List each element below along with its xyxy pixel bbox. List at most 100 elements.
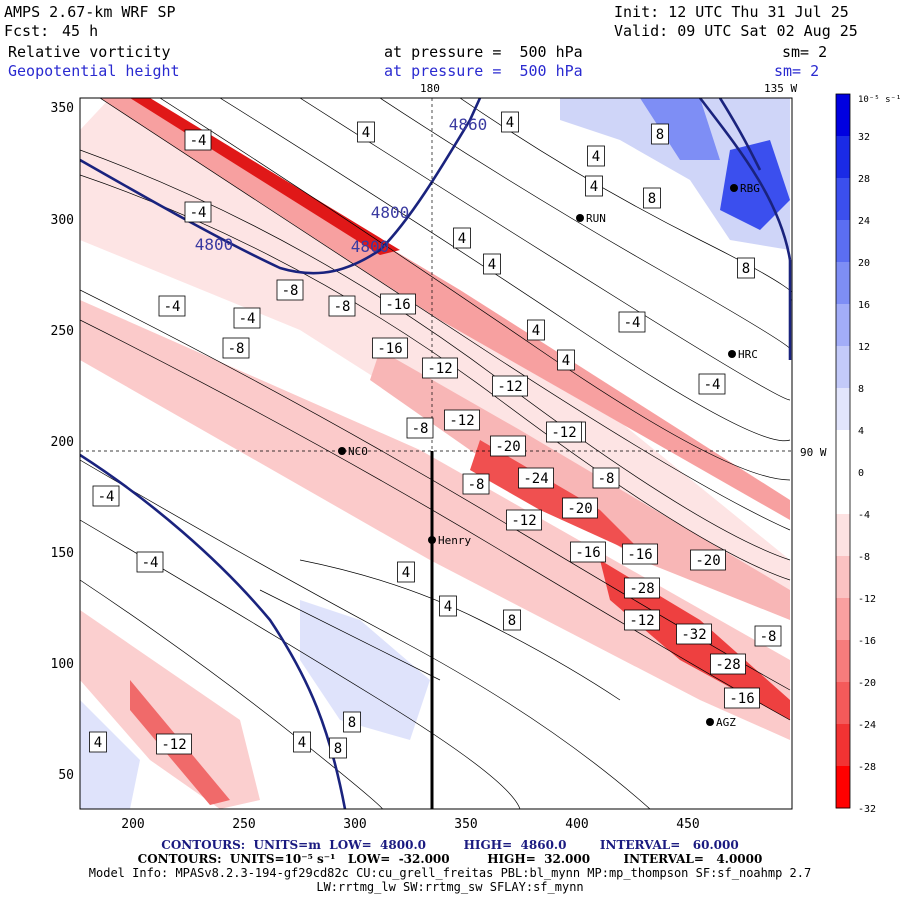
field2-smoothing: sm= 2 xyxy=(774,62,820,80)
x-tick-label: 250 xyxy=(232,817,255,832)
vorticity-contour-label: 4 xyxy=(397,561,415,583)
y-tick-label: 150 xyxy=(51,546,74,561)
svg-text:NCO: NCO xyxy=(348,445,368,458)
svg-text:-4: -4 xyxy=(190,205,207,221)
svg-text:8: 8 xyxy=(508,613,516,629)
colorbar-swatch xyxy=(836,430,850,473)
vorticity-contour-label: -16 xyxy=(372,337,408,359)
colorbar-tick-label: 24 xyxy=(858,216,870,227)
vorticity-contour-label: -4 xyxy=(184,129,212,151)
colorbar-swatch xyxy=(836,724,850,767)
vorticity-contour-label: -28 xyxy=(710,653,746,675)
svg-text:-20: -20 xyxy=(695,553,720,569)
lon-label-135w: 135 W xyxy=(764,82,798,95)
height-contour-label: 4800 xyxy=(195,235,234,254)
colorbar-swatch xyxy=(836,346,850,389)
colorbar-swatch xyxy=(836,304,850,347)
colorbar-tick-label: 0 xyxy=(858,468,864,479)
vorticity-contour-label: -8 xyxy=(276,279,304,301)
forecast-label: Fcst: xyxy=(4,22,50,40)
svg-text:-12: -12 xyxy=(449,413,474,429)
svg-text:-8: -8 xyxy=(598,471,615,487)
vorticity-contour-label: -8 xyxy=(222,337,250,359)
svg-text:HRC: HRC xyxy=(738,348,758,361)
colorbar-swatch xyxy=(836,766,850,809)
svg-text:4: 4 xyxy=(298,735,306,751)
svg-text:4: 4 xyxy=(506,115,514,131)
colorbar-frame xyxy=(835,93,851,809)
vorticity-contour-label: -16 xyxy=(724,687,760,709)
svg-text:8: 8 xyxy=(656,127,664,143)
svg-text:-12: -12 xyxy=(629,613,654,629)
station-hrc: HRC xyxy=(728,348,758,361)
y-tick-label: 350 xyxy=(51,101,74,116)
svg-text:-4: -4 xyxy=(239,311,256,327)
vorticity-contour-label: -4 xyxy=(92,485,120,507)
positive-vorticity-shading xyxy=(80,98,790,809)
colorbar-swatch xyxy=(836,598,850,641)
x-tick-label: 300 xyxy=(343,817,366,832)
svg-text:8: 8 xyxy=(648,191,656,207)
svg-text:RUN: RUN xyxy=(586,212,606,225)
init-time: Init: 12 UTC Thu 31 Jul 25 xyxy=(614,3,849,21)
svg-text:-12: -12 xyxy=(555,425,580,441)
svg-text:-16: -16 xyxy=(729,691,754,707)
colorbar-tick-label: 16 xyxy=(858,300,870,311)
field1-name: Relative vorticity xyxy=(8,43,171,61)
svg-text:-8: -8 xyxy=(282,283,299,299)
svg-text:-4: -4 xyxy=(704,377,721,393)
svg-text:-28: -28 xyxy=(715,657,740,673)
colorbar-tick-label: 12 xyxy=(858,342,870,353)
vorticity-contour-label: 4 xyxy=(357,121,375,143)
station-henry: Henry xyxy=(428,534,471,547)
vorticity-contour-label: -4 xyxy=(184,201,212,223)
vorticity-contour-label: -4 xyxy=(158,295,186,317)
vorticity-contour-label: -32 xyxy=(676,623,712,645)
vorticity-contour-label: 4 xyxy=(587,145,605,167)
vorticity-contours xyxy=(80,98,792,809)
lon-label-180: 180 xyxy=(420,82,440,95)
vorticity-contour-label: -8 xyxy=(462,473,490,495)
vorticity-contour-label: -12 xyxy=(546,421,582,443)
vorticity-contour-label: 4 xyxy=(501,111,519,133)
svg-text:Henry: Henry xyxy=(438,534,471,547)
vorticity-contour-label: -20 xyxy=(690,549,726,571)
svg-text:-4: -4 xyxy=(164,299,181,315)
vorticity-contour-label: 4 xyxy=(557,349,575,371)
model-info: Model Info: MPASv8.2.3-194-gf29cd82c CU:… xyxy=(88,866,812,880)
svg-text:-16: -16 xyxy=(575,545,600,561)
svg-text:-28: -28 xyxy=(629,581,654,597)
svg-text:-16: -16 xyxy=(377,341,402,357)
vorticity-contour-label: -20 xyxy=(490,435,526,457)
y-tick-label: 200 xyxy=(51,435,74,450)
svg-text:4: 4 xyxy=(562,353,570,369)
vorticity-contour-label: 4 xyxy=(439,595,457,617)
svg-text:-12: -12 xyxy=(551,425,576,441)
svg-text:4: 4 xyxy=(94,735,102,751)
colorbar-swatch xyxy=(836,178,850,221)
colorbar-tick-label: 20 xyxy=(858,258,870,269)
svg-text:-4: -4 xyxy=(190,133,207,149)
vorticity-contour-label: -16 xyxy=(570,541,606,563)
vorticity-contour-label: 8 xyxy=(651,123,669,145)
svg-text:-20: -20 xyxy=(495,439,520,455)
colorbar-tick-label: 4 xyxy=(858,426,864,437)
svg-text:-4: -4 xyxy=(98,489,115,505)
vorticity-contour-label: -8 xyxy=(328,295,356,317)
colorbar-swatch xyxy=(836,514,850,557)
vorticity-contour-label: 4 xyxy=(483,253,501,275)
svg-text:-12: -12 xyxy=(427,361,452,377)
colorbar-tick-label: -32 xyxy=(858,804,876,815)
colorbar-unit: 10⁻⁵ s⁻¹ xyxy=(858,95,900,105)
svg-text:-12: -12 xyxy=(497,379,522,395)
vorticity-contour-label: 8 xyxy=(343,711,361,733)
field1-pressure: at pressure = 500 hPa xyxy=(384,43,583,61)
svg-text:-8: -8 xyxy=(468,477,485,493)
station-run: RUN xyxy=(576,212,606,225)
svg-text:4: 4 xyxy=(532,323,540,339)
x-tick-label: 200 xyxy=(121,817,144,832)
colorbar-tick-label: -24 xyxy=(858,720,876,731)
svg-text:-16: -16 xyxy=(385,297,410,313)
geopotential-height-contours xyxy=(80,98,792,809)
